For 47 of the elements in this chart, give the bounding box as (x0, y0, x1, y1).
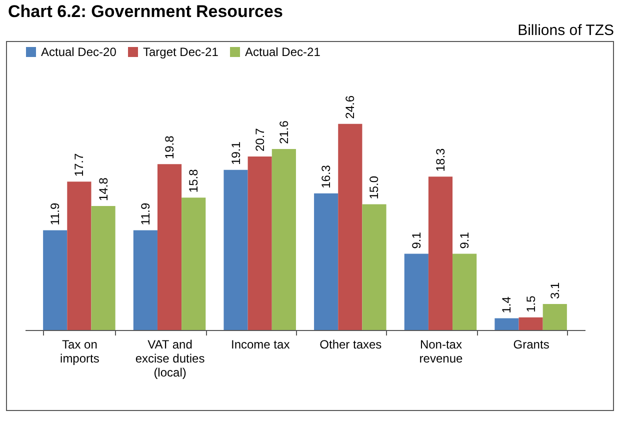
data-label: 11.9 (48, 202, 62, 226)
legend-label: Actual Dec-21 (245, 45, 321, 59)
bar (272, 148, 296, 330)
data-label: 19.8 (162, 135, 177, 160)
bar (494, 318, 519, 330)
chart-title: Chart 6.2: Government Resources (8, 2, 284, 22)
bar (338, 124, 362, 330)
data-label: 3.1 (548, 282, 562, 300)
bar (67, 182, 92, 330)
x-tick-label: Income tax (230, 338, 290, 352)
data-label: 11.9 (138, 202, 152, 226)
bar (91, 206, 116, 330)
x-tick-label: Other taxes (320, 338, 382, 352)
x-tick-label: Tax on imports (60, 338, 100, 366)
data-label: 19.1 (228, 141, 243, 165)
data-label: 21.6 (276, 120, 291, 144)
data-label: 16.3 (319, 164, 334, 188)
data-label: 20.7 (252, 128, 267, 152)
bar (428, 176, 453, 330)
data-label: 1.4 (500, 296, 514, 314)
bar (224, 170, 248, 330)
bar (182, 198, 206, 330)
data-label: 14.8 (96, 177, 110, 201)
x-tick-label: Non-tax revenue (419, 338, 463, 366)
x-tick-label: VAT and excise duties (local) (135, 338, 205, 380)
data-label: 15.0 (367, 176, 382, 200)
bar (314, 193, 338, 330)
bar (133, 230, 158, 330)
data-label: 1.5 (524, 295, 538, 312)
x-tick-label: Grants (513, 338, 550, 352)
data-label: 15.8 (186, 168, 201, 193)
bar (157, 164, 182, 330)
data-label: 17.7 (72, 152, 86, 177)
legend-label: Actual Dec-20 (41, 45, 117, 59)
bar (404, 254, 428, 330)
bar (43, 230, 68, 330)
data-label: 24.6 (343, 95, 358, 119)
legend-label: Target Dec-21 (143, 45, 219, 59)
data-label: 9.1 (409, 232, 424, 249)
bar (248, 156, 272, 330)
data-label: 9.1 (458, 232, 472, 249)
bar (362, 204, 386, 330)
bar (452, 254, 477, 330)
bar (542, 304, 567, 330)
chart-subtitle: Billions of TZS (518, 22, 614, 39)
bar (518, 317, 543, 330)
data-label: 18.3 (433, 148, 448, 172)
